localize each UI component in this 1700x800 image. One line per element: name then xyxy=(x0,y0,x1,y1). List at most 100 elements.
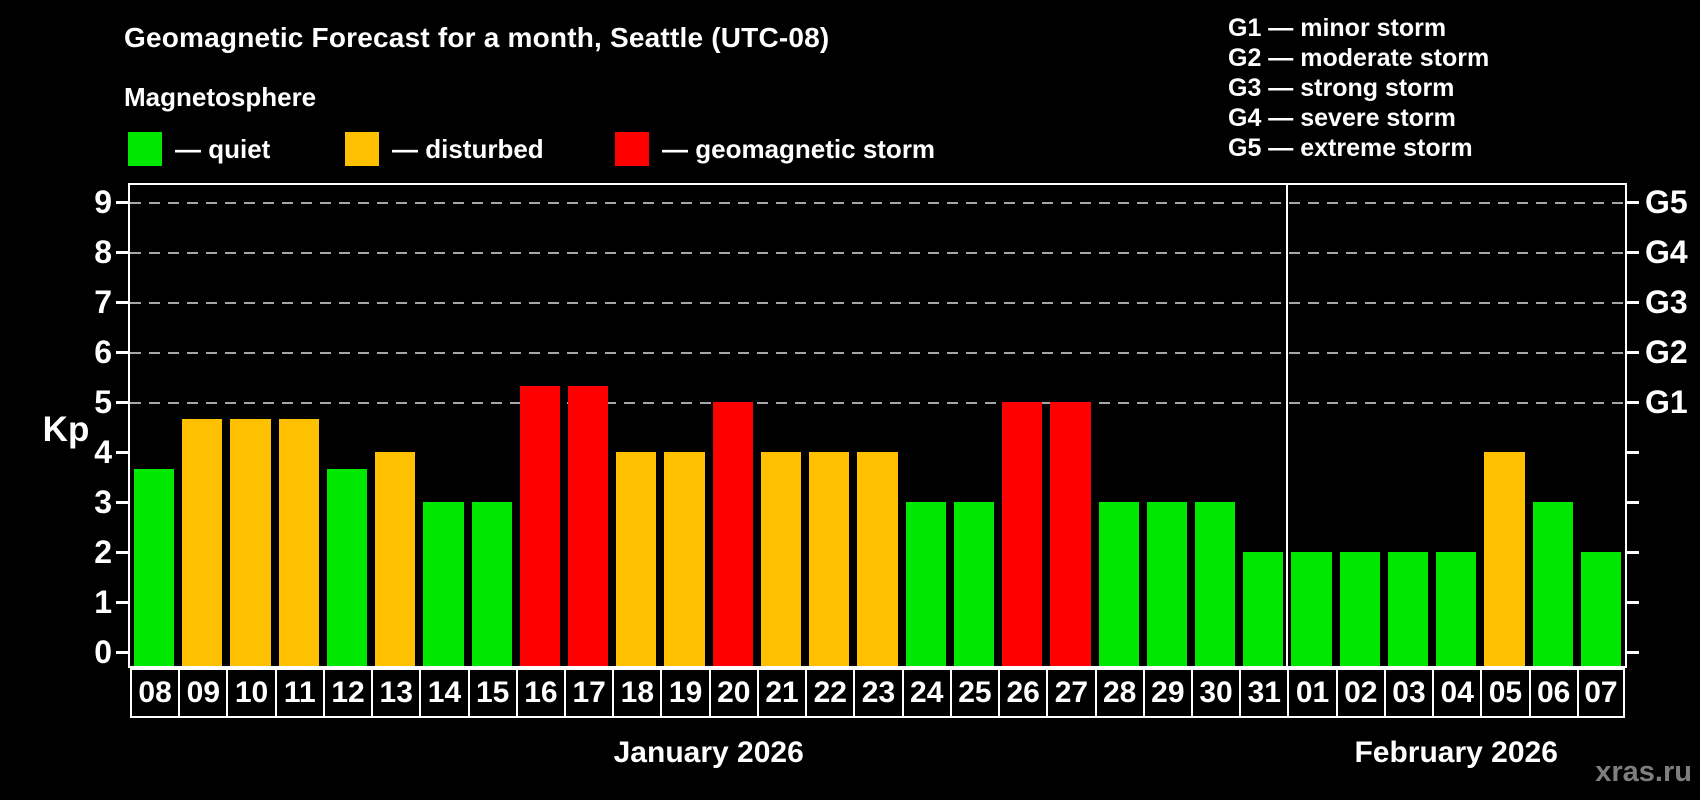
right-axis-label-g5: G5 xyxy=(1645,184,1688,220)
bar-day-03 xyxy=(1387,552,1429,666)
day-label-05: 05 xyxy=(1480,668,1531,718)
day-label-15: 15 xyxy=(467,668,518,718)
legend-label-disturbed: — disturbed xyxy=(392,133,544,164)
y-axis-tick-left-9 xyxy=(116,201,128,204)
bar-day-19 xyxy=(664,452,705,666)
day-label-13: 13 xyxy=(371,668,422,718)
day-label-26: 26 xyxy=(998,668,1049,718)
g4-legend-line: G4 — severe storm xyxy=(1228,104,1456,132)
g3-legend-line: G3 — strong storm xyxy=(1228,74,1455,102)
month-separator-line xyxy=(1286,183,1289,668)
bar-day-10 xyxy=(230,418,271,666)
g1-legend-line: G1 — minor storm xyxy=(1228,14,1447,42)
y-axis-tick-right-6 xyxy=(1627,351,1639,354)
y-axis-tick-right-9 xyxy=(1627,201,1639,204)
magnetosphere-subtitle: Magnetosphere xyxy=(124,82,317,112)
month-label-january: January 2026 xyxy=(613,736,804,769)
y-tick-label-2: 2 xyxy=(94,534,112,570)
month-label-february: February 2026 xyxy=(1354,736,1558,769)
right-axis-label-g2: G2 xyxy=(1645,334,1688,370)
right-axis-label-g4: G4 xyxy=(1645,234,1688,270)
y-axis-tick-left-4 xyxy=(116,451,128,454)
day-label-23: 23 xyxy=(853,668,904,718)
y-axis-tick-left-8 xyxy=(116,251,128,254)
day-label-02: 02 xyxy=(1335,668,1386,718)
y-tick-label-0: 0 xyxy=(94,634,112,670)
bar-day-29 xyxy=(1146,502,1187,666)
y-tick-label-6: 6 xyxy=(94,334,112,370)
day-label-18: 18 xyxy=(612,668,663,718)
bar-day-12 xyxy=(326,468,368,666)
day-label-16: 16 xyxy=(515,668,567,718)
right-axis-label-g1: G1 xyxy=(1645,384,1688,420)
page-title: Geomagnetic Forecast for a month, Seattl… xyxy=(124,22,830,53)
y-axis-tick-right-4 xyxy=(1627,451,1639,454)
day-label-30: 30 xyxy=(1190,668,1242,718)
bar-day-25 xyxy=(953,502,995,666)
day-label-25: 25 xyxy=(949,668,1001,718)
y-tick-label-3: 3 xyxy=(94,484,112,520)
bar-day-01 xyxy=(1291,552,1332,666)
plot-border-top xyxy=(128,183,1627,185)
y-tick-label-7: 7 xyxy=(94,284,112,320)
bar-day-30 xyxy=(1194,502,1236,666)
y-axis-tick-right-7 xyxy=(1627,301,1639,304)
day-label-04: 04 xyxy=(1432,668,1483,718)
g2-legend-line: G2 — moderate storm xyxy=(1228,44,1490,72)
legend-item-quiet: — quiet xyxy=(128,131,270,167)
bar-day-31 xyxy=(1243,552,1284,666)
y-tick-label-9: 9 xyxy=(94,184,112,220)
quiet-color-swatch xyxy=(128,132,162,166)
y-axis-tick-right-8 xyxy=(1627,251,1639,254)
day-label-28: 28 xyxy=(1094,668,1145,718)
bar-day-22 xyxy=(809,452,850,666)
y-tick-label-8: 8 xyxy=(94,234,112,270)
day-label-07: 07 xyxy=(1576,668,1625,718)
bar-day-20 xyxy=(712,402,753,666)
bar-day-09 xyxy=(182,418,223,666)
y-axis-tick-right-3 xyxy=(1627,501,1639,504)
bar-day-06 xyxy=(1532,502,1573,666)
bar-day-21 xyxy=(760,452,802,666)
gridline-kp9 xyxy=(130,202,1625,204)
bar-day-26 xyxy=(1002,402,1043,666)
y-axis-tick-right-1 xyxy=(1627,601,1639,604)
gridline-kp6 xyxy=(130,352,1625,354)
storm-color-swatch xyxy=(615,132,649,166)
y-axis-tick-right-0 xyxy=(1627,651,1639,654)
bar-day-04 xyxy=(1436,552,1477,666)
y-tick-label-1: 1 xyxy=(94,584,112,620)
day-label-12: 12 xyxy=(322,668,374,718)
bar-day-23 xyxy=(857,452,898,666)
y-axis-tick-right-2 xyxy=(1627,551,1639,554)
legend-label-storm: — geomagnetic storm xyxy=(662,133,936,164)
right-axis-label-g3: G3 xyxy=(1645,284,1688,320)
day-label-08: 08 xyxy=(130,668,181,718)
day-label-24: 24 xyxy=(901,668,952,718)
y-axis-tick-right-5 xyxy=(1627,401,1639,404)
bar-day-18 xyxy=(616,452,657,666)
day-label-01: 01 xyxy=(1287,668,1338,718)
y-axis-tick-left-3 xyxy=(116,501,128,504)
bar-day-15 xyxy=(471,502,512,666)
y-axis-label: Kp xyxy=(42,410,90,449)
y-axis-tick-left-6 xyxy=(116,351,128,354)
y-tick-label-4: 4 xyxy=(94,434,112,470)
day-label-10: 10 xyxy=(226,668,277,718)
day-label-22: 22 xyxy=(805,668,856,718)
day-label-03: 03 xyxy=(1383,668,1435,718)
day-label-27: 27 xyxy=(1046,668,1097,718)
bar-day-27 xyxy=(1050,402,1091,666)
day-label-19: 19 xyxy=(660,668,711,718)
bar-day-13 xyxy=(375,452,416,666)
day-label-21: 21 xyxy=(756,668,808,718)
day-label-14: 14 xyxy=(419,668,470,718)
g5-legend-line: G5 — extreme storm xyxy=(1228,134,1473,162)
y-axis-tick-left-0 xyxy=(116,651,128,654)
day-label-20: 20 xyxy=(708,668,759,718)
watermark: xras.ru xyxy=(1595,756,1692,788)
day-label-29: 29 xyxy=(1142,668,1193,718)
bar-day-05 xyxy=(1484,452,1525,666)
gridline-kp7 xyxy=(130,302,1625,304)
